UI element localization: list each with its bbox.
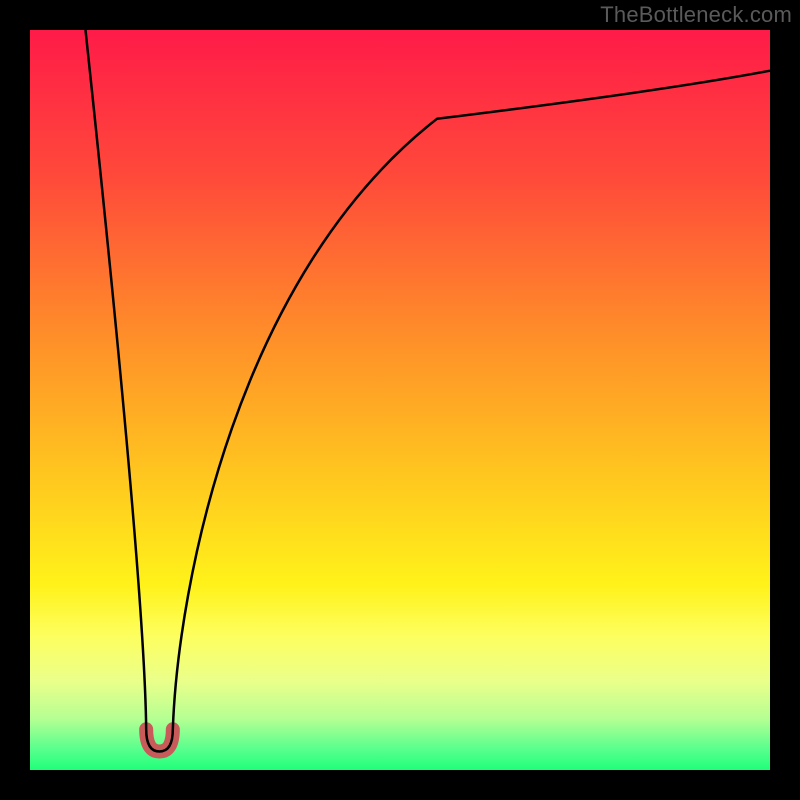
chart-container: TheBottleneck.com (0, 0, 800, 800)
plot-background (30, 30, 770, 770)
bottleneck-chart (0, 0, 800, 800)
watermark-text: TheBottleneck.com (600, 2, 792, 28)
